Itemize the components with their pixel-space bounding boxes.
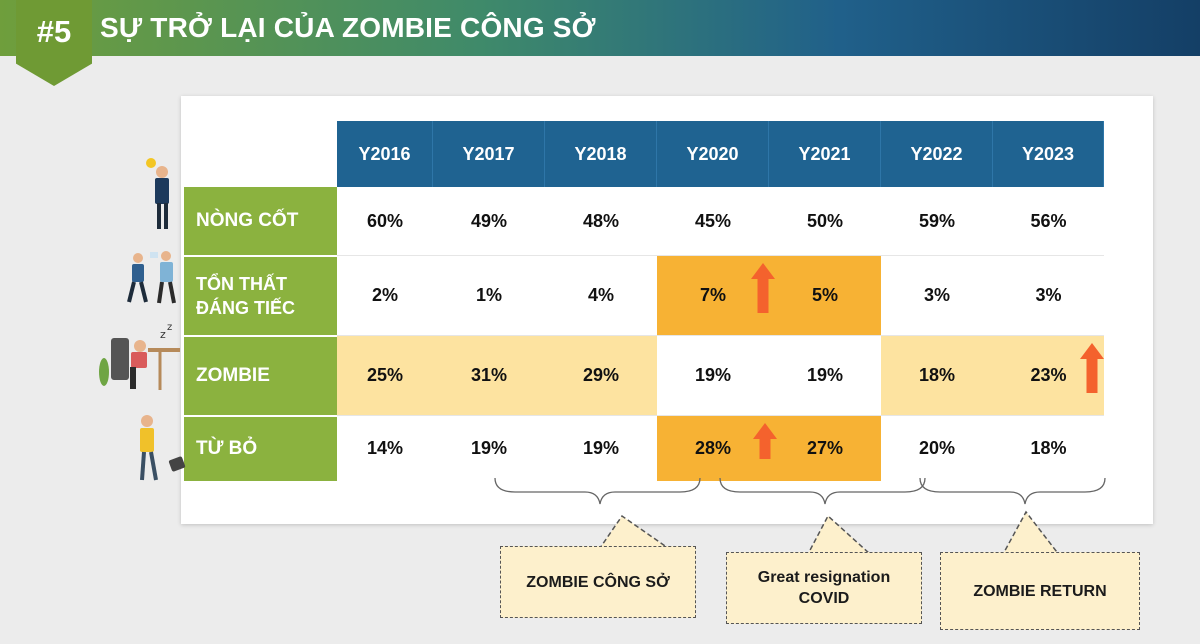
- table-cell: 25%: [366, 364, 404, 385]
- column-header: Y2020: [657, 121, 769, 187]
- column-header: Y2017: [433, 121, 545, 187]
- table-cell: 19%: [470, 437, 508, 458]
- highlight-band: [657, 255, 881, 335]
- table-cell: 31%: [470, 364, 508, 385]
- table-cell: 5%: [811, 284, 838, 305]
- table-cell: 49%: [470, 210, 508, 231]
- table-cell: 4%: [587, 284, 614, 305]
- brace-zombie-cong-so: [494, 477, 701, 505]
- table-cell: 48%: [582, 210, 620, 231]
- column-header: Y2022: [881, 121, 993, 187]
- tired-worker-at-desk-icon: z z: [99, 322, 180, 390]
- page-title: SỰ TRỞ LẠI CỦA ZOMBIE CÔNG SỞ: [100, 12, 596, 43]
- row-divider: [337, 415, 1104, 416]
- table-cell: 3%: [1035, 284, 1062, 305]
- svg-text:z: z: [167, 322, 172, 333]
- table-cell: 7%: [699, 284, 726, 305]
- column-header: Y2023: [993, 121, 1104, 187]
- table-cell: 18%: [1030, 437, 1067, 458]
- header-bar: [0, 0, 1200, 56]
- table-cell: 56%: [1030, 210, 1067, 231]
- increase-arrow-icon: [1080, 343, 1104, 393]
- table-cell: 23%: [1030, 364, 1067, 385]
- row-header: ZOMBIE: [184, 335, 337, 415]
- table-cell: 45%: [694, 210, 732, 231]
- slide-number-label: #5: [36, 14, 72, 49]
- column-header: Y2016: [337, 121, 433, 187]
- table-cell: 19%: [694, 364, 732, 385]
- row-divider: [337, 335, 1104, 336]
- table-cell: 28%: [694, 437, 732, 458]
- table-cell: 20%: [918, 437, 956, 458]
- table-cell: 27%: [806, 437, 844, 458]
- business-people-running-icon: [127, 251, 176, 304]
- table-cell: 29%: [582, 364, 620, 385]
- callout-tail-great-resignation: [806, 514, 872, 555]
- increase-arrow-icon: [751, 263, 775, 313]
- row-header: TỔN THẤT ĐÁNG TIẾC: [184, 255, 337, 335]
- row-divider: [337, 255, 1104, 256]
- callout-great-resignation: Great resignation COVID: [726, 552, 922, 624]
- callout-tail-zombie-return: [1000, 510, 1062, 557]
- table-cell: 19%: [582, 437, 620, 458]
- table-cell: 2%: [371, 284, 398, 305]
- increase-arrow-icon: [753, 423, 777, 459]
- callout-zombie-return: ZOMBIE RETURN: [940, 552, 1140, 630]
- table-cell: 50%: [806, 210, 844, 231]
- table-cell: 18%: [918, 364, 956, 385]
- brace-zombie-return: [919, 477, 1106, 505]
- table-cell: 19%: [806, 364, 844, 385]
- brace-great-resignation: [719, 477, 926, 505]
- table-cell: 3%: [923, 284, 950, 305]
- callout-tail-zombie-cong-so: [598, 514, 671, 549]
- businessman-idea-icon: [146, 158, 169, 229]
- callout-zombie-cong-so: ZOMBIE CÔNG SỞ: [500, 546, 696, 618]
- column-header: Y2018: [545, 121, 657, 187]
- table-cell: 60%: [366, 210, 404, 231]
- highlight-band: [337, 335, 657, 415]
- column-header: Y2021: [769, 121, 881, 187]
- table-cell: 59%: [918, 210, 956, 231]
- svg-text:z: z: [160, 328, 166, 341]
- person-dropping-bag-icon: [140, 415, 186, 481]
- table-cell: 14%: [366, 437, 404, 458]
- row-header: TỪ BỎ: [184, 415, 337, 481]
- highlight-band: [881, 335, 1104, 415]
- table-cell: 1%: [475, 284, 502, 305]
- row-header: NÒNG CỐT: [184, 187, 337, 255]
